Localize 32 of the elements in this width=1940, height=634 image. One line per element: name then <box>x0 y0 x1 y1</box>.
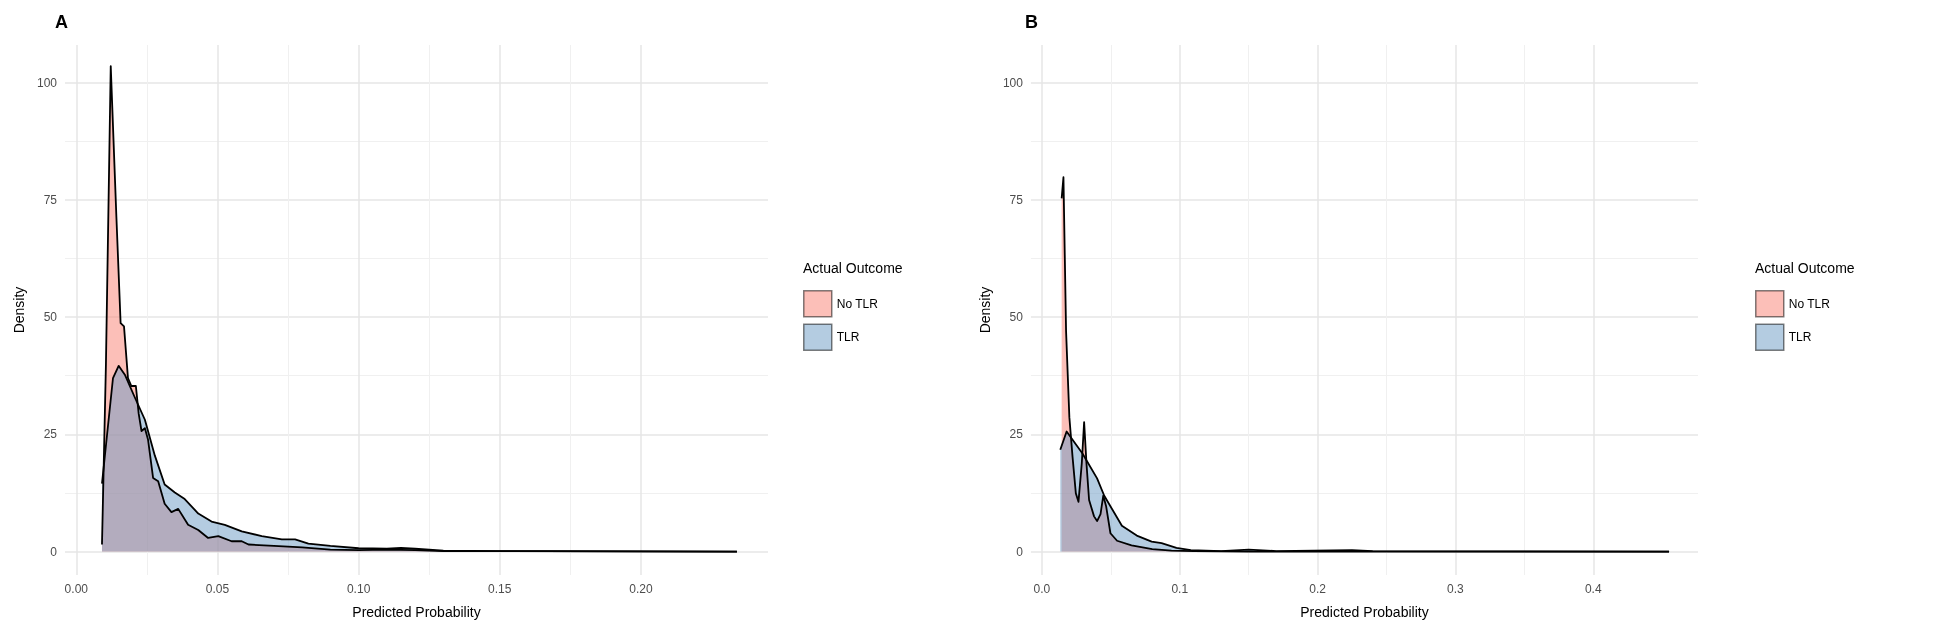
x-tick-label: 0.1 <box>1171 582 1189 596</box>
y-axis-title: Density <box>11 286 28 334</box>
y-tick-label: 25 <box>1009 427 1024 442</box>
legend-label: No TLR <box>836 296 879 311</box>
chart-title: A <box>55 12 68 32</box>
x-tick-label: 0.0 <box>1033 582 1051 596</box>
y-tick-label: 0 <box>50 544 58 559</box>
x-tick-label: 0.3 <box>1447 582 1465 596</box>
y-tick-label: 100 <box>36 75 58 90</box>
x-tick-label: 0.2 <box>1309 582 1327 596</box>
y-tick-label: 25 <box>43 427 58 442</box>
y-axis-title: Density <box>977 286 993 334</box>
legend-label: TLR <box>836 330 860 345</box>
x-tick-label: 0.20 <box>629 582 653 596</box>
x-tick-label: 0.00 <box>64 582 89 596</box>
y-tick-label: 100 <box>1002 75 1024 90</box>
x-tick-label: 0.05 <box>205 582 230 596</box>
y-tick-label: 0 <box>1016 544 1024 559</box>
legend-title: Actual Outcome <box>1755 260 1855 276</box>
legend-title: Actual Outcome <box>803 260 903 276</box>
legend-label: No TLR <box>1788 296 1831 311</box>
chart-title: B <box>1025 12 1038 32</box>
legend-label: TLR <box>1788 330 1812 345</box>
y-tick-label: 50 <box>1009 310 1024 325</box>
x-axis-title: Predicted Probability <box>1300 604 1429 620</box>
x-axis-title: Predicted Probability <box>352 604 481 620</box>
x-tick-label: 0.4 <box>1584 582 1602 596</box>
x-tick-label: 0.15 <box>488 582 512 596</box>
y-tick-label: 75 <box>1009 192 1024 207</box>
x-tick-label: 0.10 <box>346 582 371 596</box>
y-tick-label: 50 <box>43 310 58 325</box>
y-tick-label: 75 <box>43 192 58 207</box>
